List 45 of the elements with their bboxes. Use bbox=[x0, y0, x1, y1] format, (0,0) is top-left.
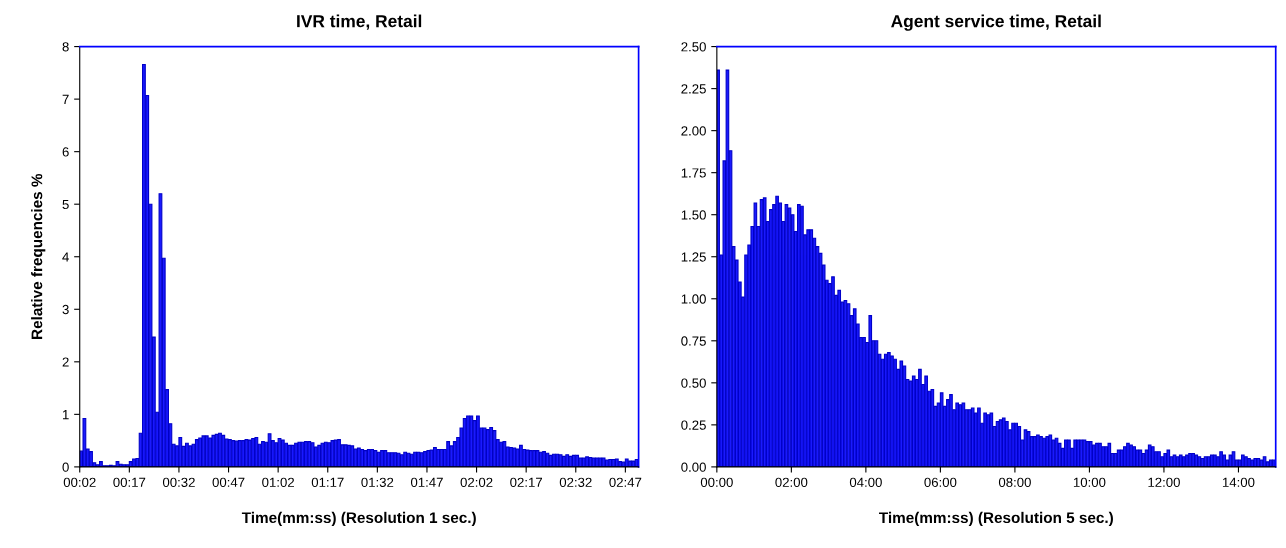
chart-title: Agent service time, Retail bbox=[891, 14, 1101, 31]
y-tick-label: 1.25 bbox=[681, 252, 706, 262]
x-axis-title: Time(mm:ss) (Resolution 1 sec.) bbox=[241, 511, 476, 527]
chart-title: IVR time, Retail bbox=[297, 14, 422, 30]
x-axis-title: Time(mm:ss) (Resolution 5 sec.) bbox=[879, 511, 1113, 527]
x-tick-label: 02:02 bbox=[460, 477, 493, 487]
y-tick-label: 1.50 bbox=[681, 210, 706, 220]
y-axis-title: Relative frequencies % bbox=[31, 173, 46, 339]
y-tick-label: 2.00 bbox=[681, 126, 706, 136]
y-tick-label: 0 bbox=[62, 462, 69, 472]
x-tick-label: 00:17 bbox=[113, 477, 146, 487]
y-tick-label: 1.00 bbox=[681, 294, 706, 304]
y-tick-label: 4 bbox=[62, 252, 69, 262]
y-tick-label: 5 bbox=[62, 199, 69, 210]
y-tick-label: 1 bbox=[62, 410, 69, 420]
x-tick-label: 02:17 bbox=[510, 477, 543, 487]
y-tick-label: 2 bbox=[62, 357, 69, 367]
x-tick-label: 01:02 bbox=[262, 477, 294, 487]
x-tick-label: 00:32 bbox=[162, 477, 195, 487]
y-tick-label: 0.75 bbox=[681, 336, 706, 346]
y-tick-label: 8 bbox=[62, 42, 69, 52]
y-tick-label: 2.50 bbox=[681, 42, 706, 52]
x-tick-label: 00:47 bbox=[212, 477, 245, 487]
y-tick-label: 7 bbox=[62, 94, 69, 104]
y-tick-label: 3 bbox=[62, 304, 69, 315]
y-tick-label: 0.50 bbox=[681, 378, 706, 388]
y-tick-label: 0.25 bbox=[681, 420, 706, 430]
x-tick-label: 01:17 bbox=[311, 477, 344, 487]
x-tick-label: 00:02 bbox=[63, 477, 96, 487]
x-tick-label: 00:00 bbox=[700, 477, 733, 487]
x-tick-label: 02:00 bbox=[775, 477, 808, 487]
y-tick-label: 1.75 bbox=[681, 168, 706, 178]
x-tick-label: 04:00 bbox=[849, 477, 882, 487]
x-tick-label: 02:32 bbox=[559, 477, 592, 487]
y-tick-label: 0.00 bbox=[681, 462, 706, 472]
x-tick-label: 08:00 bbox=[998, 477, 1031, 487]
x-tick-label: 01:32 bbox=[361, 477, 394, 487]
x-tick-label: 14:00 bbox=[1222, 477, 1255, 487]
y-tick-label: 2.25 bbox=[681, 84, 706, 94]
y-tick-label: 6 bbox=[62, 147, 69, 157]
x-tick-label: 12:00 bbox=[1148, 477, 1180, 487]
x-tick-label: 02:47 bbox=[609, 477, 642, 487]
x-tick-label: 06:00 bbox=[924, 477, 957, 487]
x-tick-label: 01:47 bbox=[410, 477, 443, 487]
x-tick-label: 10:00 bbox=[1073, 477, 1106, 487]
